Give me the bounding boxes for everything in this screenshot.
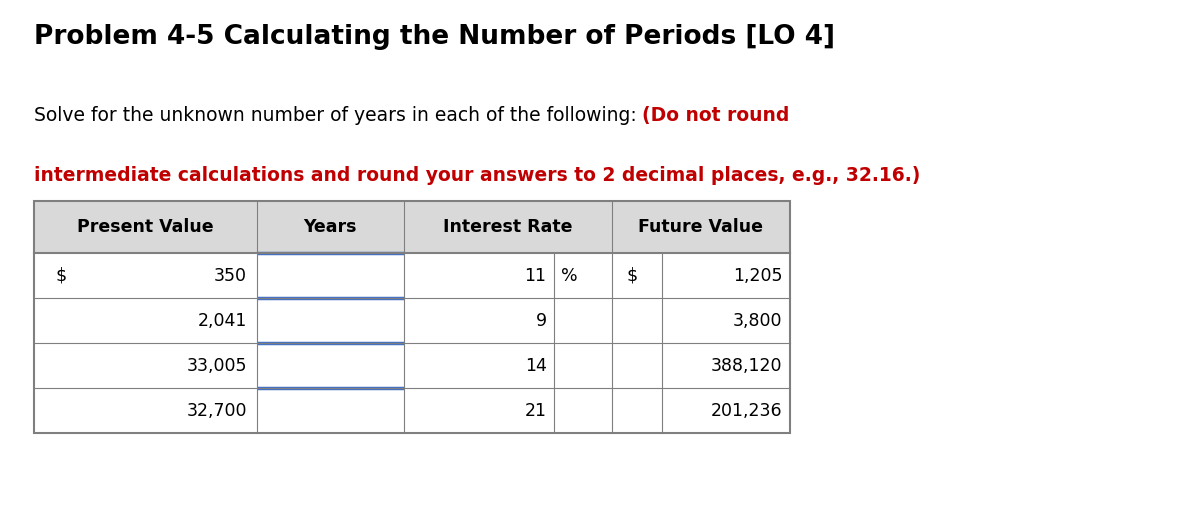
Text: 9: 9 [535,312,546,330]
Text: 11: 11 [524,267,546,285]
FancyBboxPatch shape [612,201,790,253]
Text: (Do not round: (Do not round [642,106,790,125]
Text: Solve for the unknown number of years in each of the following:: Solve for the unknown number of years in… [34,106,642,125]
FancyBboxPatch shape [34,201,257,253]
Text: 33,005: 33,005 [186,356,247,375]
Text: $: $ [56,267,67,285]
FancyBboxPatch shape [257,253,404,298]
Text: Problem 4-5 Calculating the Number of Periods [LO 4]: Problem 4-5 Calculating the Number of Pe… [34,24,835,50]
Text: Years: Years [304,218,358,236]
Text: intermediate calculations and round your answers to 2 decimal places, e.g., 32.1: intermediate calculations and round your… [34,166,920,185]
Text: Interest Rate: Interest Rate [443,218,572,236]
Text: 1,205: 1,205 [733,267,782,285]
Text: 350: 350 [214,267,247,285]
FancyBboxPatch shape [257,298,404,343]
Text: 32,700: 32,700 [186,401,247,420]
Text: %: % [560,267,577,285]
Text: 3,800: 3,800 [733,312,782,330]
FancyBboxPatch shape [257,343,404,388]
Text: Present Value: Present Value [77,218,214,236]
Text: $: $ [626,267,637,285]
FancyBboxPatch shape [257,201,404,253]
FancyBboxPatch shape [404,201,612,253]
Text: 14: 14 [524,356,546,375]
Text: Future Value: Future Value [638,218,763,236]
Text: 21: 21 [524,401,546,420]
FancyBboxPatch shape [257,388,404,433]
Text: 388,120: 388,120 [710,356,782,375]
Text: 2,041: 2,041 [198,312,247,330]
Text: 201,236: 201,236 [710,401,782,420]
